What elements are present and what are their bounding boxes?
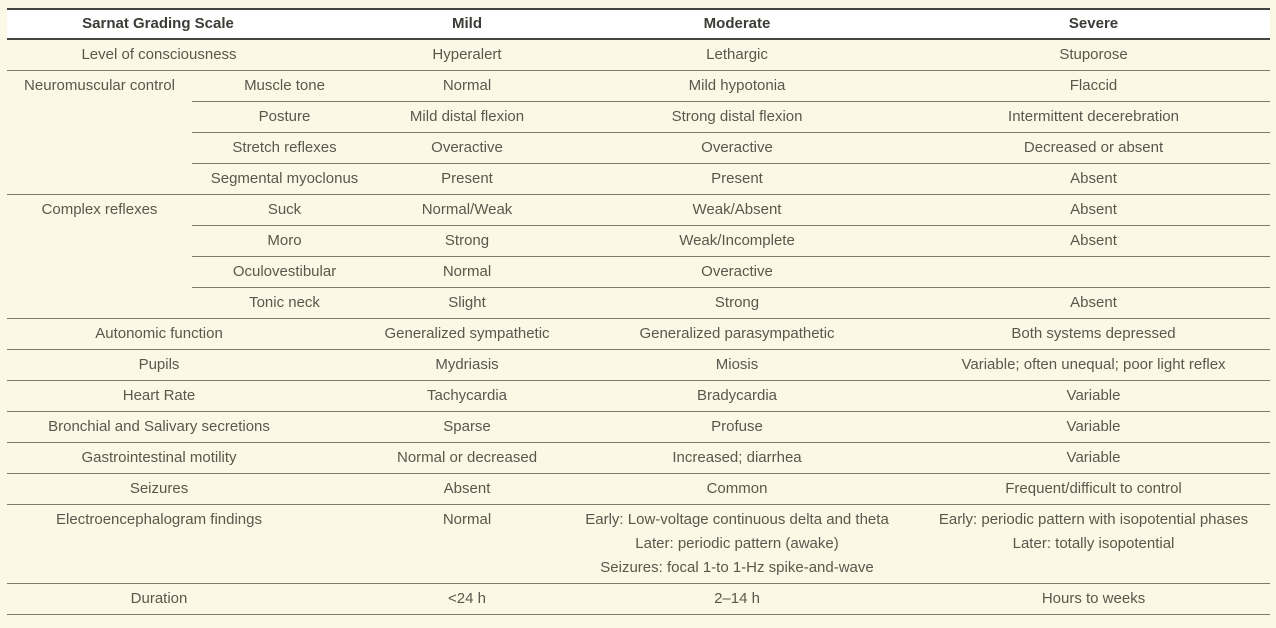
table-row: Electroencephalogram findings Normal Ear… bbox=[7, 504, 1271, 584]
severe-cell: Absent bbox=[917, 225, 1271, 257]
moderate-cell: Weak/Incomplete bbox=[557, 225, 918, 257]
row-label-cell: Electroencephalogram findings bbox=[7, 504, 378, 584]
mild-cell: Generalized sympathetic bbox=[377, 318, 558, 350]
severe-cell: Absent bbox=[917, 194, 1271, 226]
moderate-cell: Generalized parasympathetic bbox=[557, 318, 918, 350]
moderate-cell: Common bbox=[557, 473, 918, 505]
mild-cell: Tachycardia bbox=[377, 380, 558, 412]
row-label-cell: Heart Rate bbox=[7, 380, 378, 412]
eeg-severe-line: Early: periodic pattern with isopotentia… bbox=[938, 511, 1249, 528]
eeg-severe-line: Later: totally isopotential bbox=[1012, 535, 1175, 552]
row-label-cell: Autonomic function bbox=[7, 318, 378, 350]
moderate-cell: Overactive bbox=[557, 256, 918, 288]
mild-cell: Normal bbox=[377, 70, 558, 102]
mild-cell: Mild distal flexion bbox=[377, 101, 558, 133]
mild-cell: <24 h bbox=[377, 583, 558, 615]
eeg-moderate-line: Later: periodic pattern (awake) bbox=[635, 535, 839, 552]
header-cell-severe: Severe bbox=[917, 8, 1271, 40]
header-cell-scale: Sarnat Grading Scale bbox=[7, 8, 378, 40]
mild-cell: Normal bbox=[377, 256, 558, 288]
table-row: Heart Rate Tachycardia Bradycardia Varia… bbox=[7, 380, 1271, 412]
severe-cell: Hours to weeks bbox=[917, 583, 1271, 615]
item-cell: Suck bbox=[192, 194, 378, 226]
moderate-cell: Increased; diarrhea bbox=[557, 442, 918, 474]
table-row: Complex reflexes Suck Normal/Weak Weak/A… bbox=[7, 194, 1271, 319]
item-cell: Oculovestibular bbox=[192, 256, 378, 288]
row-label-cell: Gastrointestinal motility bbox=[7, 442, 378, 474]
eeg-moderate-line: Seizures: focal 1-to 1-Hz spike-and-wave bbox=[600, 559, 874, 576]
moderate-cell: Weak/Absent bbox=[557, 194, 918, 226]
mild-cell: Normal bbox=[377, 504, 558, 584]
moderate-cell: Mild hypotonia bbox=[557, 70, 918, 102]
mild-cell: Slight bbox=[377, 287, 558, 319]
table-row: Gastrointestinal motility Normal or decr… bbox=[7, 442, 1271, 474]
header-cell-moderate: Moderate bbox=[557, 8, 918, 40]
sarnat-grading-table: Sarnat Grading Scale Mild Moderate Sever… bbox=[7, 8, 1271, 615]
row-label-cell: Level of consciousness bbox=[7, 39, 378, 71]
row-label-cell: Duration bbox=[7, 583, 378, 615]
severe-cell: Stuporose bbox=[917, 39, 1271, 71]
table-row: Oculovestibular Normal Overactive bbox=[7, 256, 1271, 288]
mild-cell: Normal or decreased bbox=[377, 442, 558, 474]
severe-cell: Variable; often unequal; poor light refl… bbox=[917, 349, 1271, 381]
moderate-cell: Bradycardia bbox=[557, 380, 918, 412]
mild-cell: Mydriasis bbox=[377, 349, 558, 381]
severe-cell: Absent bbox=[917, 287, 1271, 319]
severe-cell: Intermittent decerebration bbox=[917, 101, 1271, 133]
moderate-cell: Profuse bbox=[557, 411, 918, 443]
item-cell: Muscle tone bbox=[192, 70, 378, 102]
moderate-cell: Strong bbox=[557, 287, 918, 319]
mild-cell: Hyperalert bbox=[377, 39, 558, 71]
category-cell: Neuromuscular control bbox=[7, 70, 192, 195]
item-cell: Moro bbox=[192, 225, 378, 257]
header-row: Sarnat Grading Scale Mild Moderate Sever… bbox=[7, 8, 1271, 40]
table-row: Posture Mild distal flexion Strong dista… bbox=[7, 101, 1271, 133]
sarnat-table-container: Sarnat Grading Scale Mild Moderate Sever… bbox=[7, 8, 1271, 615]
moderate-cell: Present bbox=[557, 163, 918, 195]
item-cell: Tonic neck bbox=[192, 287, 378, 319]
severe-cell: Early: periodic pattern with isopotentia… bbox=[917, 504, 1271, 584]
item-cell: Segmental myoclonus bbox=[192, 163, 378, 195]
mild-cell: Overactive bbox=[377, 132, 558, 164]
moderate-cell: 2–14 h bbox=[557, 583, 918, 615]
table-row: Duration <24 h 2–14 h Hours to weeks bbox=[7, 583, 1271, 615]
moderate-cell: Lethargic bbox=[557, 39, 918, 71]
severe-cell: Absent bbox=[917, 163, 1271, 195]
moderate-cell: Miosis bbox=[557, 349, 918, 381]
severe-cell: Variable bbox=[917, 380, 1271, 412]
table-row: Autonomic function Generalized sympathet… bbox=[7, 318, 1271, 350]
mild-cell: Strong bbox=[377, 225, 558, 257]
item-cell: Posture bbox=[192, 101, 378, 133]
item-cell: Stretch reflexes bbox=[192, 132, 378, 164]
severe-cell bbox=[917, 256, 1271, 288]
moderate-cell: Early: Low-voltage continuous delta and … bbox=[557, 504, 918, 584]
moderate-cell: Overactive bbox=[557, 132, 918, 164]
table-row: Tonic neck Slight Strong Absent bbox=[7, 287, 1271, 319]
eeg-moderate-line: Early: Low-voltage continuous delta and … bbox=[585, 511, 889, 528]
mild-cell: Sparse bbox=[377, 411, 558, 443]
header-cell-mild: Mild bbox=[377, 8, 558, 40]
table-row: Pupils Mydriasis Miosis Variable; often … bbox=[7, 349, 1271, 381]
severe-cell: Variable bbox=[917, 442, 1271, 474]
table-row: Segmental myoclonus Present Present Abse… bbox=[7, 163, 1271, 195]
severe-cell: Decreased or absent bbox=[917, 132, 1271, 164]
severe-cell: Variable bbox=[917, 411, 1271, 443]
row-label-cell: Pupils bbox=[7, 349, 378, 381]
table-row: Moro Strong Weak/Incomplete Absent bbox=[7, 225, 1271, 257]
table-row: Bronchial and Salivary secretions Sparse… bbox=[7, 411, 1271, 443]
mild-cell: Normal/Weak bbox=[377, 194, 558, 226]
moderate-cell: Strong distal flexion bbox=[557, 101, 918, 133]
table-row: Seizures Absent Common Frequent/difficul… bbox=[7, 473, 1271, 505]
severe-cell: Flaccid bbox=[917, 70, 1271, 102]
table-row: Stretch reflexes Overactive Overactive D… bbox=[7, 132, 1271, 164]
severe-cell: Both systems depressed bbox=[917, 318, 1271, 350]
table-row: Neuromuscular control Muscle tone Normal… bbox=[7, 70, 1271, 195]
mild-cell: Present bbox=[377, 163, 558, 195]
row-label-cell: Bronchial and Salivary secretions bbox=[7, 411, 378, 443]
severe-cell: Frequent/difficult to control bbox=[917, 473, 1271, 505]
table-row: Level of consciousness Hyperalert Lethar… bbox=[7, 39, 1271, 71]
mild-cell: Absent bbox=[377, 473, 558, 505]
category-cell: Complex reflexes bbox=[7, 194, 192, 319]
row-label-cell: Seizures bbox=[7, 473, 378, 505]
